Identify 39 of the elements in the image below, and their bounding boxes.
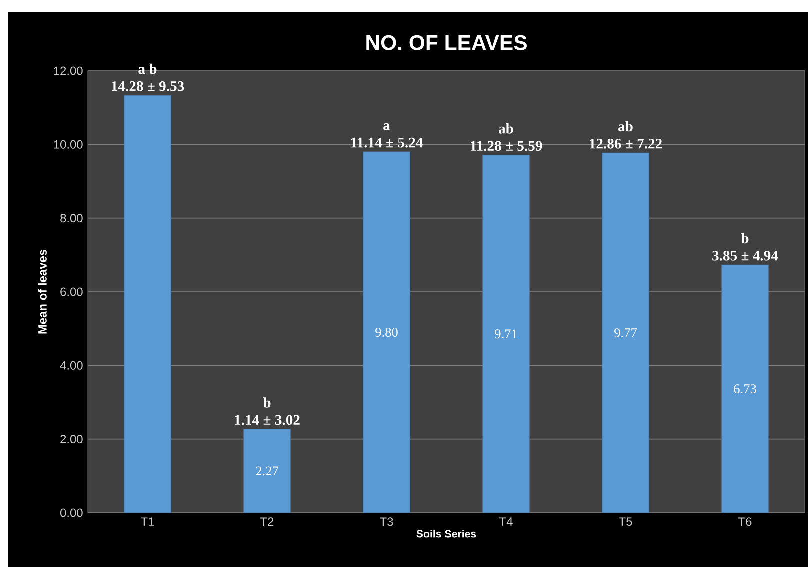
annotation: ab bbox=[499, 124, 514, 134]
bar bbox=[124, 95, 172, 514]
annotation: 1.14 ± 3.02 bbox=[235, 415, 300, 426]
x-tick-label: T4 bbox=[500, 518, 513, 526]
y-tick-label: 12.00 bbox=[54, 66, 83, 76]
y-tick-label: 8.00 bbox=[60, 214, 83, 223]
x-tick-label: T3 bbox=[380, 518, 394, 526]
y-tick-label: 4.00 bbox=[60, 361, 83, 370]
y-tick-label: 10.00 bbox=[54, 140, 83, 149]
x-tick-label: T1 bbox=[141, 518, 154, 526]
annotation: b bbox=[263, 398, 271, 408]
annotation: 12.86 ± 7.22 bbox=[590, 138, 662, 149]
bar bbox=[482, 155, 530, 514]
data-label: 9.71 bbox=[495, 330, 518, 339]
annotation: a bbox=[384, 124, 390, 131]
x-tick-label: T2 bbox=[260, 518, 274, 526]
bar bbox=[722, 264, 769, 514]
data-label: 2.27 bbox=[256, 466, 279, 476]
x-tick-label: T6 bbox=[738, 518, 752, 526]
annotation: ab bbox=[618, 121, 633, 132]
annotation: b bbox=[741, 233, 749, 244]
annotation: 11.14 ± 5.24 bbox=[351, 138, 423, 148]
data-label: 6.73 bbox=[734, 384, 756, 394]
y-tick-label: 6.00 bbox=[60, 288, 83, 296]
annotation: 11.28 ± 5.59 bbox=[470, 141, 542, 152]
bar bbox=[363, 152, 410, 514]
data-label: 9.77 bbox=[614, 328, 638, 338]
y-tick-label: 2.00 bbox=[60, 435, 83, 444]
chart-title: NO. OF LEAVES bbox=[366, 35, 527, 50]
annotation: a b bbox=[138, 64, 157, 74]
x-tick-label: T5 bbox=[619, 518, 632, 526]
y-axis-title: Mean of leaves bbox=[38, 250, 47, 334]
x-axis-title: Soils Series bbox=[416, 530, 476, 538]
bar bbox=[602, 152, 650, 514]
data-label: 9.80 bbox=[376, 328, 398, 338]
annotation: 3.85 ± 4.94 bbox=[712, 250, 778, 261]
bar bbox=[244, 429, 291, 514]
annotation: 14.28 ± 9.53 bbox=[112, 82, 184, 92]
y-tick-label: 0.00 bbox=[60, 508, 83, 518]
